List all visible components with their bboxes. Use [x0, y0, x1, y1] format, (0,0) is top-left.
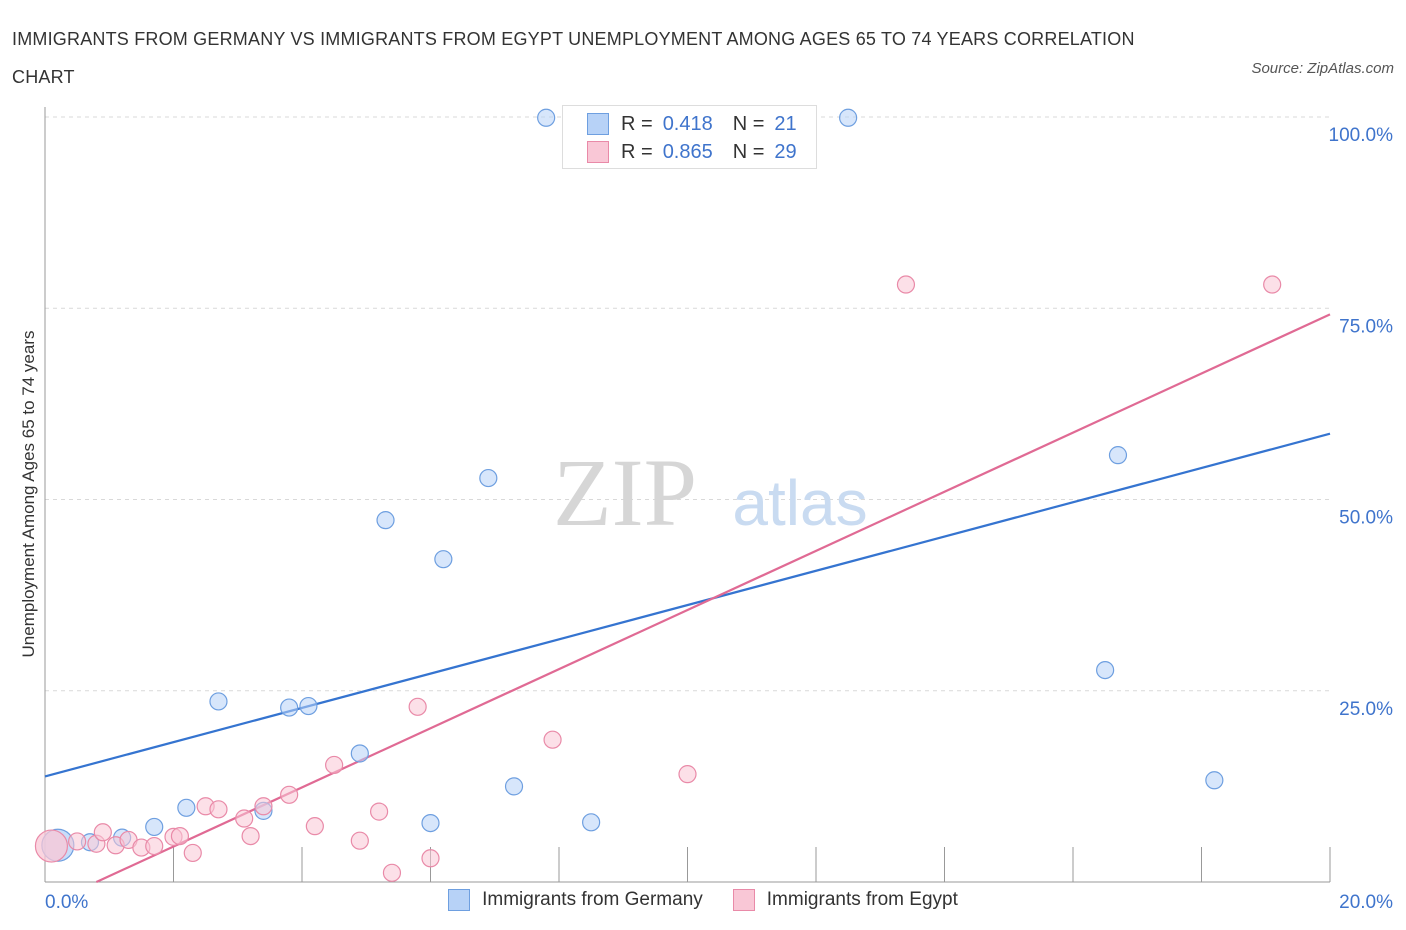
legend-label: Immigrants from Germany [482, 889, 703, 910]
stats-row-germany: R = 0.418 N = 21 [587, 112, 797, 136]
germany-point [434, 550, 453, 569]
germany-point [145, 817, 164, 837]
germany-point [537, 108, 556, 127]
series-legend: Immigrants from Germany Immigrants from … [0, 889, 1406, 911]
egypt-point [183, 843, 202, 863]
x-tick-label: 20.0% [1339, 892, 1393, 913]
germany-swatch [448, 889, 471, 911]
egypt-point [370, 802, 389, 821]
n-value: 29 [774, 140, 797, 163]
chart-title: IMMIGRANTS FROM GERMANY VS IMMIGRANTS FR… [12, 29, 1135, 87]
egypt-point [678, 765, 697, 784]
legend-item-egypt[interactable]: Immigrants from Egypt [732, 889, 958, 911]
germany-point [376, 511, 395, 530]
germany-point [479, 468, 498, 488]
egypt-point [68, 832, 87, 851]
egypt-trend-line [95, 313, 1331, 883]
tick-labels: 25.0% 50.0% 75.0% 100.0% 0.0% 20.0% [45, 125, 1393, 913]
data-points [34, 108, 1282, 882]
germany-point [582, 813, 601, 832]
egypt-point [382, 863, 402, 882]
egypt-point [305, 817, 324, 836]
stats-row-egypt: R = 0.865 N = 29 [587, 140, 797, 164]
germany-point [350, 744, 369, 763]
egypt-point [421, 849, 440, 868]
egypt-swatch [732, 889, 755, 911]
y-tick-label: 75.0% [1339, 316, 1393, 337]
germany-point [280, 698, 299, 717]
n-label: N = [732, 112, 765, 135]
egypt-point [93, 823, 112, 842]
legend-label: Immigrants from Egypt [766, 889, 958, 910]
axes [44, 107, 1331, 883]
egypt-point [254, 797, 273, 816]
germany-point [504, 777, 524, 796]
egypt-point [235, 809, 254, 828]
egypt-point [1263, 275, 1282, 294]
egypt-point [209, 800, 228, 819]
y-tick-label: 25.0% [1339, 699, 1393, 720]
egypt-point [34, 829, 69, 863]
germany-point [177, 798, 196, 817]
egypt-point [241, 826, 260, 846]
germany-point [299, 696, 318, 716]
x-tick-label: 0.0% [45, 892, 88, 913]
germany-point [421, 813, 440, 833]
y-tick-label: 100.0% [1329, 125, 1394, 146]
trend-lines [44, 313, 1331, 883]
r-value: 0.865 [662, 140, 713, 163]
germany-swatch [587, 113, 609, 135]
stats-legend: R = 0.418 N = 21 R = 0.865 N = 29 [562, 105, 817, 169]
y-axis-label: Unemployment Among Ages 65 to 74 years [19, 331, 38, 658]
egypt-swatch [587, 141, 609, 163]
egypt-point [350, 831, 369, 850]
y-tick-label: 50.0% [1339, 508, 1393, 529]
watermark-atlas: atlas [732, 467, 867, 539]
egypt-point [408, 697, 427, 716]
n-label: N = [732, 140, 765, 163]
egypt-point [280, 785, 299, 804]
germany-point [1108, 446, 1128, 465]
egypt-point [145, 836, 164, 856]
watermark: ZIP atlas [553, 439, 868, 546]
legend-item-germany[interactable]: Immigrants from Germany [448, 889, 703, 911]
egypt-point [325, 755, 344, 775]
egypt-point [170, 826, 190, 846]
watermark-zip: ZIP [553, 439, 697, 546]
germany-point [1205, 771, 1224, 790]
egypt-point [896, 275, 916, 294]
germany-trend-line [44, 432, 1331, 778]
r-value: 0.418 [662, 112, 713, 135]
egypt-point [543, 730, 562, 749]
germany-point [209, 692, 228, 711]
n-value: 21 [774, 112, 797, 135]
germany-point [1096, 660, 1115, 680]
r-label: R = [621, 140, 653, 163]
r-label: R = [621, 112, 653, 135]
germany-point [839, 108, 858, 127]
source-label: Source: ZipAtlas.com [1251, 60, 1394, 77]
